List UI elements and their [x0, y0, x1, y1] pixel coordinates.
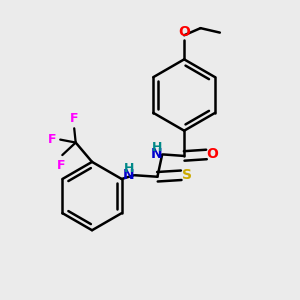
Text: F: F: [57, 159, 65, 172]
Text: F: F: [48, 133, 57, 146]
Text: N: N: [151, 147, 162, 161]
Text: O: O: [178, 25, 190, 38]
Text: O: O: [206, 148, 218, 161]
Text: H: H: [152, 141, 162, 154]
Text: F: F: [70, 112, 79, 125]
Text: S: S: [182, 168, 192, 182]
Text: N: N: [122, 168, 134, 182]
Text: H: H: [124, 162, 134, 175]
